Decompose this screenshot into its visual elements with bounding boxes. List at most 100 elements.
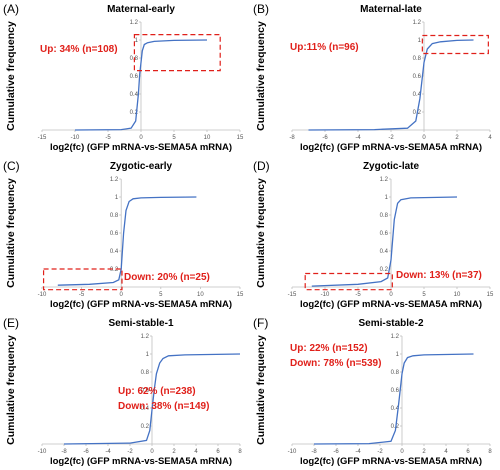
y-tick-label: 1.2 — [130, 20, 139, 26]
panel-label: (C) — [3, 159, 20, 173]
annotation-label: Down: 13% (n=37) — [396, 270, 482, 281]
x-axis-label: log2(fc) (GFP mRNA-vs-SEMA5A mRNA) — [300, 299, 482, 310]
x-tick-label: 2 — [455, 135, 459, 141]
x-tick-label: 10 — [197, 292, 204, 298]
x-tick-label: 2 — [172, 449, 176, 455]
panel-title: Zygotic-late — [363, 161, 420, 172]
y-tick-label: 1 — [396, 352, 400, 358]
panel-label: (D) — [253, 159, 270, 173]
annotation-label: Down: 78% (n=539) — [290, 358, 381, 369]
panel-label: (A) — [3, 2, 19, 16]
highlight-box — [133, 33, 221, 72]
y-tick-label: 1.2 — [413, 20, 422, 26]
y-axis-label: Cumulative frequency — [5, 178, 17, 288]
annotation-label: Down: 20% (n=25) — [124, 272, 210, 283]
highlight-box — [421, 34, 489, 55]
panel-label: (F) — [253, 316, 268, 330]
y-tick-label: 1 — [115, 195, 119, 201]
annotation-label: Down: 38% (n=149) — [118, 401, 209, 412]
x-tick-label: 0 — [150, 449, 154, 455]
x-axis-label: log2(fc) (GFP mRNA-vs-SEMA5A mRNA) — [300, 456, 482, 467]
y-tick-label: 0.6 — [110, 231, 119, 237]
panel-title: Zygotic-early — [110, 161, 173, 172]
panel-6: (F) Semi-stable-2 Cumulative frequency log2… — [253, 316, 492, 467]
y-tick-label: 0.8 — [391, 370, 400, 376]
x-tick-label: 2 — [422, 449, 426, 455]
series-line — [63, 353, 241, 445]
y-tick-label: 0.8 — [141, 370, 150, 376]
y-axis-label: Cumulative frequency — [255, 335, 267, 445]
x-tick-label: 0 — [389, 292, 393, 298]
panel-2: (B) Maternal-late Cumulative frequency log2… — [253, 2, 492, 153]
annotation-label: Up:11% (n=96) — [290, 42, 359, 53]
x-axis-label: log2(fc) (GFP mRNA-vs-SEMA5A mRNA) — [50, 299, 232, 310]
y-tick-label: 0.4 — [391, 406, 400, 412]
panel-4: (D) Zygotic-late Cumulative frequency log2(… — [253, 159, 494, 310]
panel-5: (E) Semi-stable-1 Cumulative frequency log2… — [3, 316, 242, 467]
panel-label: (E) — [3, 316, 19, 330]
x-tick-label: -15 — [288, 292, 297, 298]
panel-3: (C) Zygotic-early Cumulative frequency log2… — [3, 159, 244, 310]
x-axis-label: log2(fc) (GFP mRNA-vs-SEMA5A mRNA) — [300, 142, 482, 153]
series-line — [313, 353, 474, 445]
x-tick-label: 0 — [139, 135, 143, 141]
panel-title: Semi-stable-1 — [108, 318, 173, 329]
x-tick-label: -2 — [377, 449, 383, 455]
x-tick-label: -8 — [289, 135, 295, 141]
y-tick-label: 1 — [385, 195, 389, 201]
x-tick-label: -10 — [38, 449, 47, 455]
x-tick-label: 6 — [466, 449, 470, 455]
y-axis-label: Cumulative frequency — [5, 21, 17, 131]
y-tick-label: 0.4 — [110, 249, 119, 255]
x-tick-label: 15 — [237, 135, 244, 141]
x-tick-label: 10 — [454, 292, 461, 298]
x-tick-label: 15 — [487, 292, 494, 298]
y-tick-label: 1 — [135, 38, 139, 44]
x-tick-label: -10 — [321, 292, 330, 298]
y-tick-label: 1 — [146, 352, 150, 358]
panel-title: Semi-stable-2 — [358, 318, 423, 329]
x-tick-label: 0 — [120, 292, 124, 298]
y-axis-label: Cumulative frequency — [255, 21, 267, 131]
x-tick-label: 5 — [172, 135, 176, 141]
x-tick-label: 15 — [237, 292, 244, 298]
x-tick-label: -5 — [105, 135, 111, 141]
y-axis-label: Cumulative frequency — [5, 335, 17, 445]
panel-title: Maternal-late — [360, 4, 422, 15]
y-tick-label: 0.6 — [380, 231, 389, 237]
y-tick-label: 0.6 — [130, 74, 139, 80]
y-tick-label: 0.2 — [130, 110, 139, 116]
series-line — [308, 39, 474, 131]
x-tick-label: -10 — [288, 449, 297, 455]
x-tick-label: -10 — [71, 135, 80, 141]
y-tick-label: 0.2 — [110, 267, 119, 273]
y-tick-label: 0.4 — [413, 92, 422, 98]
y-tick-label: 0.6 — [391, 388, 400, 394]
x-tick-label: -5 — [79, 292, 85, 298]
y-tick-label: 0.4 — [380, 249, 389, 255]
y-tick-label: 0.2 — [380, 267, 389, 273]
y-tick-label: 1.2 — [141, 334, 150, 340]
x-tick-label: 0 — [400, 449, 404, 455]
x-tick-label: -5 — [355, 292, 361, 298]
x-tick-label: 4 — [194, 449, 198, 455]
annotation-label: Up: 34% (n=108) — [40, 44, 118, 55]
annotation-label: Up: 62% (n=238) — [118, 386, 196, 397]
x-tick-label: -4 — [355, 135, 361, 141]
x-tick-label: -6 — [333, 449, 339, 455]
x-tick-label: 10 — [204, 135, 211, 141]
y-tick-label: 0.2 — [391, 424, 400, 430]
panel-title: Maternal-early — [107, 4, 175, 15]
annotation-label: Up: 22% (n=152) — [290, 343, 368, 354]
x-tick-label: 4 — [444, 449, 448, 455]
y-tick-label: 0.6 — [413, 74, 422, 80]
x-tick-label: 0 — [422, 135, 426, 141]
x-tick-label: -4 — [355, 449, 361, 455]
x-tick-label: -10 — [38, 292, 47, 298]
x-tick-label: -4 — [105, 449, 111, 455]
x-tick-label: 5 — [159, 292, 163, 298]
y-tick-label: 0.4 — [141, 406, 150, 412]
y-tick-label: 1.2 — [110, 177, 119, 183]
series-line — [74, 39, 208, 131]
